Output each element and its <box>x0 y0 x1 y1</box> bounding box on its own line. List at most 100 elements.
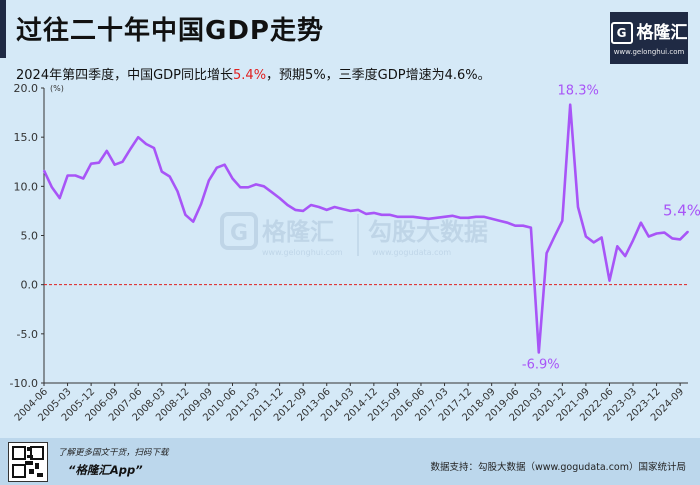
data-point <box>616 245 619 248</box>
y-tick-label: 20.0 <box>14 82 39 95</box>
watermark: G 格隆汇 www.gelonghui.com 勾股大数据 www.goguda… <box>220 212 488 257</box>
data-label: -6.9% <box>522 358 560 373</box>
data-point <box>506 221 509 224</box>
data-point <box>475 216 477 218</box>
data-point <box>200 203 202 205</box>
data-point <box>388 214 391 216</box>
data-point <box>420 217 422 219</box>
data-point <box>553 235 556 238</box>
data-point <box>561 219 564 222</box>
page-subtitle: 2024年第四季度，中国GDP同比增长5.4%，预期5%，三季度GDP增速为4.… <box>16 64 491 83</box>
logo-name: 格隆汇 <box>636 23 688 43</box>
gdp-series-line <box>42 103 689 354</box>
watermark-g-letter: G <box>230 221 248 246</box>
data-point <box>443 216 446 218</box>
data-point <box>310 204 312 206</box>
data-point <box>451 215 454 217</box>
data-point <box>184 214 187 216</box>
data-point <box>239 186 242 189</box>
y-tick-label: 15.0 <box>14 131 39 144</box>
brand-logo: G 格隆汇 www.gelonghui.com <box>610 12 688 64</box>
data-point <box>223 163 226 166</box>
y-axis-unit: (%) <box>50 84 64 93</box>
data-point <box>106 150 108 152</box>
data-point <box>341 208 344 210</box>
data-point <box>679 238 681 241</box>
watermark-partner-url: www.gogudata.com <box>372 248 451 257</box>
data-point <box>365 213 367 215</box>
footer-app-name: “格隆汇App” <box>68 463 143 477</box>
qr-code-icon[interactable] <box>8 442 48 482</box>
data-point <box>545 252 548 254</box>
data-point <box>192 220 195 223</box>
data-point <box>687 230 689 233</box>
subtitle-highlight: 5.4% <box>233 68 267 83</box>
data-point <box>467 217 469 219</box>
data-point <box>263 185 265 188</box>
y-tick-label: 10.0 <box>14 180 39 193</box>
subtitle-text: 2024年第四季度，中国GDP同比增长 <box>16 68 234 83</box>
data-point <box>113 163 116 166</box>
data-point <box>435 217 438 219</box>
watermark-g-icon <box>220 212 258 250</box>
watermark-brand-url: www.gelonghui.com <box>262 248 343 257</box>
data-point <box>483 216 485 218</box>
data-point <box>270 191 273 194</box>
data-point <box>522 224 524 227</box>
watermark-partner: 勾股大数据 <box>368 218 488 246</box>
data-point <box>302 210 304 212</box>
data-point <box>74 174 77 177</box>
data-point <box>247 186 249 189</box>
data-point <box>153 147 155 149</box>
footer-bar <box>0 438 700 485</box>
data-point <box>585 235 587 238</box>
data-point <box>176 190 179 193</box>
data-point <box>490 217 493 220</box>
data-point <box>647 235 650 238</box>
y-tick-label: 5.0 <box>21 230 39 243</box>
data-point <box>82 177 85 180</box>
data-point <box>58 197 61 199</box>
y-tick-label: 0.0 <box>21 279 39 292</box>
accent-bar <box>0 0 6 58</box>
data-point <box>278 197 281 199</box>
data-point <box>459 217 462 219</box>
data-label: 5.4% <box>663 202 700 220</box>
data-point <box>333 206 336 208</box>
logo-url: www.gelonghui.com <box>613 48 685 56</box>
gdp-line-chart: G 格隆汇 www.gelonghui.com 勾股大数据 www.goguda… <box>10 82 700 424</box>
data-point <box>530 226 532 229</box>
data-point <box>404 216 407 218</box>
page-title: 过往二十年中国GDP走势 <box>16 16 324 46</box>
data-point <box>286 204 289 206</box>
data-point <box>90 162 92 165</box>
data-point <box>537 351 540 354</box>
data-point <box>66 174 69 177</box>
data-source: 数据支持：勾股大数据（www.gogudata.com）国家统计局 <box>430 462 686 473</box>
data-point <box>428 217 430 220</box>
data-point <box>577 206 579 208</box>
data-point <box>671 237 674 240</box>
data-point <box>208 179 210 182</box>
data-point <box>349 210 352 212</box>
subtitle-text-end: ，预期5%，三季度GDP增速为4.6%。 <box>266 68 491 83</box>
data-point <box>514 224 517 227</box>
data-point <box>608 279 611 282</box>
data-point <box>255 183 257 186</box>
footer-promo: 了解更多国文干货，扫码下载 <box>58 448 169 458</box>
logo-g-icon: G <box>610 22 633 44</box>
data-point <box>129 148 132 150</box>
data-point <box>145 143 147 145</box>
data-point <box>294 209 297 211</box>
data-point <box>168 175 171 178</box>
data-point <box>98 161 100 164</box>
data-point <box>592 241 595 244</box>
data-point <box>137 136 140 138</box>
data-point <box>600 236 603 239</box>
data-point <box>632 239 634 242</box>
watermark-brand: 格隆汇 <box>262 218 334 246</box>
data-label: 18.3% <box>558 84 599 99</box>
data-point <box>161 170 163 173</box>
data-point <box>325 209 328 211</box>
data-point <box>663 231 666 234</box>
